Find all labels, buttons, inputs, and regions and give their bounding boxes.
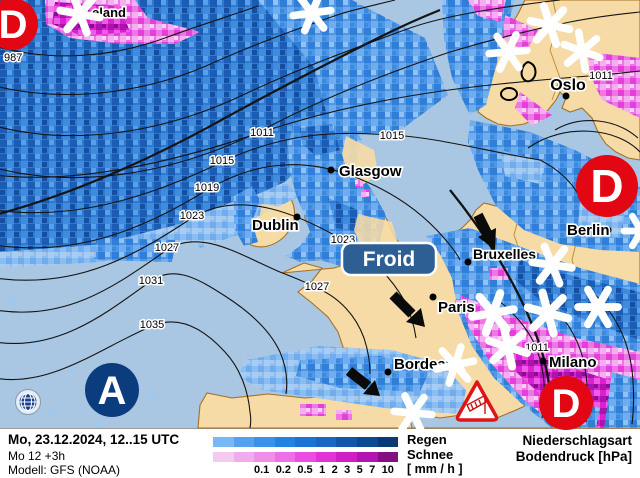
cities: eland Oslo Glasgow Dublin Bruxelles Berl… xyxy=(83,3,612,376)
legend-tick: 3 xyxy=(344,464,351,476)
city-dot xyxy=(562,92,570,100)
svg-text:D: D xyxy=(0,3,27,47)
svg-text:A: A xyxy=(98,369,127,413)
model-run-label: Mo 12 +3h xyxy=(8,449,66,463)
rain-swatch xyxy=(295,437,316,447)
city-dot xyxy=(604,226,612,234)
city-label-oslo: Oslo xyxy=(550,77,586,94)
city-label-glasgow: Glasgow xyxy=(339,163,402,180)
legend-tick: 1 xyxy=(319,464,326,476)
froid-badge: Froid xyxy=(340,241,438,277)
datetime-label: Mo, 23.12.2024, 12..15 UTC xyxy=(8,432,180,447)
snow-swatch xyxy=(254,452,275,462)
legend-tick: 10 xyxy=(381,464,394,476)
globe-icon xyxy=(15,389,41,415)
flow-arrow-icon xyxy=(473,212,496,250)
svg-text:D: D xyxy=(590,160,623,212)
precip-type-label: Niederschlagsart xyxy=(522,433,632,448)
legend-ticks: 0.1 0.2 0.5 1 2 3 5 7 10 xyxy=(254,464,394,476)
snow-swatch xyxy=(336,452,357,462)
lakes xyxy=(500,60,537,101)
high-center-atlantic: A xyxy=(85,363,139,417)
rain-swatch xyxy=(356,437,378,447)
flow-arrow-icon xyxy=(389,291,425,327)
city-dot xyxy=(384,368,392,376)
snow-swatch xyxy=(377,452,399,462)
flow-arrow-icon xyxy=(345,367,380,396)
isobar-label: 1023 xyxy=(180,210,204,222)
isobar-label: 1011 xyxy=(589,70,613,82)
legend-tick: 2 xyxy=(331,464,338,476)
isobar-label: 1035 xyxy=(140,319,164,331)
snow-swatch xyxy=(295,452,316,462)
city-label-paris: Paris xyxy=(438,299,475,316)
snow-label: Schnee xyxy=(407,447,454,462)
snow-swatch xyxy=(213,452,234,462)
legend-tick: 5 xyxy=(356,464,363,476)
isobar-label: 1011 xyxy=(250,127,274,139)
isobar-label: 1031 xyxy=(139,275,163,287)
rain-swatch xyxy=(336,437,357,447)
rain-scale xyxy=(213,437,399,447)
legend-tick: 7 xyxy=(369,464,376,476)
svg-text:D: D xyxy=(552,382,581,426)
isobar-label: 1027 xyxy=(305,281,329,293)
rain-swatch xyxy=(377,437,399,447)
isobar-label: 1015 xyxy=(210,155,234,167)
cold-flow-arrows xyxy=(345,212,496,396)
snow-swatch xyxy=(274,452,296,462)
city-dot xyxy=(293,213,301,221)
isobars xyxy=(0,0,640,429)
froid-label: Froid xyxy=(363,248,416,271)
snow-swatch xyxy=(233,452,255,462)
city-dot xyxy=(464,258,472,266)
snow-scale xyxy=(213,452,399,462)
weather-map: 987 1011 1015 1019 1023 1027 1031 1035 1… xyxy=(0,0,640,428)
city-dot xyxy=(539,357,547,365)
isobar-labels: 987 1011 1015 1019 1023 1027 1031 1035 1… xyxy=(3,51,615,356)
model-name-label: Modell: GFS (NOAA) xyxy=(8,463,121,477)
city-dot xyxy=(327,166,335,174)
isobar-label: 987 xyxy=(4,52,22,64)
rain-swatch xyxy=(315,437,337,447)
city-label-bruxelles: Bruxelles xyxy=(473,246,536,262)
isobar-label: 1019 xyxy=(195,182,219,194)
isobar-label: 1015 xyxy=(380,130,404,142)
snow-swatch xyxy=(315,452,337,462)
legend-tick: 0.5 xyxy=(297,464,313,476)
low-center-baltic: D xyxy=(576,155,638,217)
pressure-centers: D D D A xyxy=(0,0,638,430)
rain-swatch xyxy=(274,437,296,447)
rain-swatch xyxy=(233,437,255,447)
snow-swatch xyxy=(356,452,378,462)
isobar-label: 1027 xyxy=(155,242,179,254)
low-center-italy: D xyxy=(539,376,593,430)
legend-tick: 0.2 xyxy=(275,464,291,476)
gale-warning-icon xyxy=(455,380,499,422)
rain-swatch xyxy=(213,437,234,447)
legend-tick: 0.1 xyxy=(254,464,270,476)
city-label-milano: Milano xyxy=(549,354,597,371)
rain-swatch xyxy=(254,437,275,447)
unit-label: [ mm / h ] xyxy=(407,462,463,476)
low-center-iceland: D xyxy=(0,0,38,50)
status-bar: Mo, 23.12.2024, 12..15 UTC Mo 12 +3h Mod… xyxy=(0,428,640,478)
city-label-dublin: Dublin xyxy=(252,217,299,234)
city-label-berlin: Berlin xyxy=(567,222,610,239)
rain-label: Regen xyxy=(407,432,447,447)
city-dot xyxy=(429,293,437,301)
pressure-unit-label: Bodendruck [hPa] xyxy=(515,449,632,464)
